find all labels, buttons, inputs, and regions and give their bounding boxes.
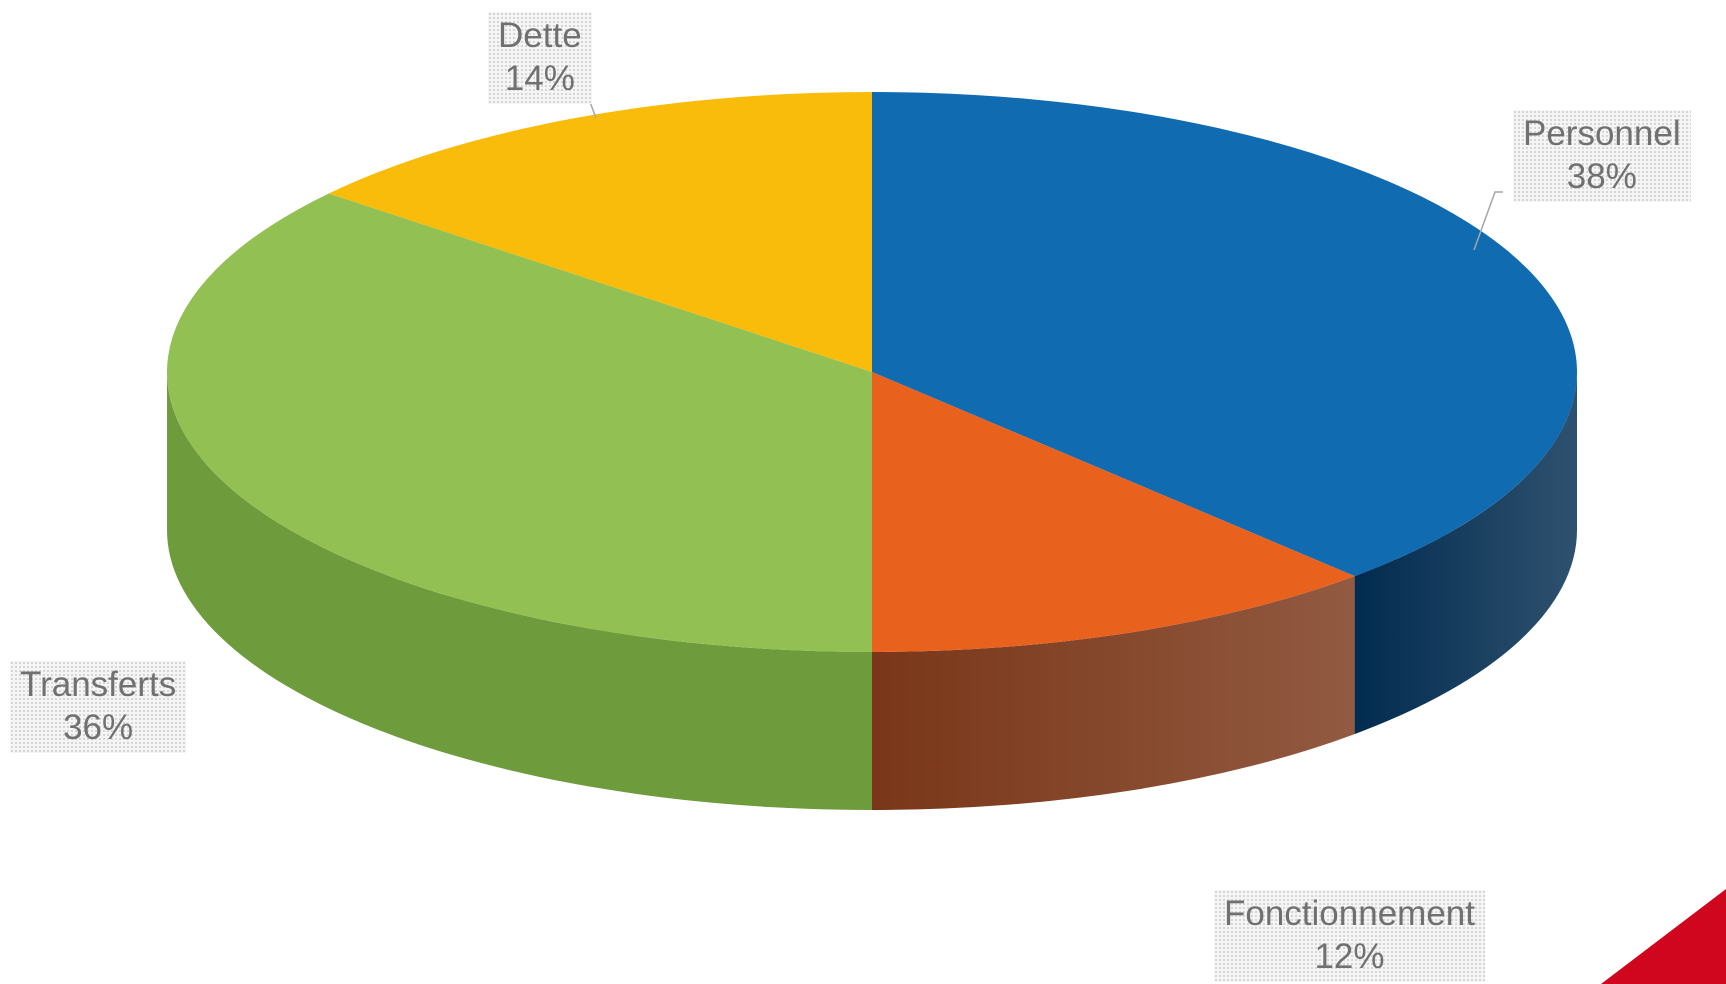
pie-sides [167, 372, 1577, 810]
data-label-value: 36% [63, 708, 134, 747]
slice-fonctionnement [872, 372, 1355, 652]
slice-side-personnel [1354, 372, 1577, 735]
data-label-category: Dette [498, 16, 582, 55]
data-label-value: 12% [1314, 937, 1385, 976]
pie-slices [166, 92, 1577, 652]
data-label-fonctionnement: Fonctionnement 12% [1214, 890, 1485, 982]
data-label-personnel: Personnel 38% [1513, 110, 1691, 202]
data-label-category: Personnel [1523, 114, 1681, 153]
leader-lines [589, 101, 1503, 251]
data-label-dette: Dette 14% [488, 12, 592, 104]
slice-dette [328, 92, 872, 372]
slice-transferts [166, 193, 872, 652]
data-label-category: Fonctionnement [1224, 894, 1475, 933]
leader-line-personnel [1473, 191, 1503, 251]
corner-accent [1601, 889, 1726, 984]
slice-side-transferts [167, 372, 872, 810]
leader-line-dette [589, 101, 597, 119]
data-label-transferts: Transferts 36% [10, 661, 187, 753]
slice-personnel [872, 92, 1577, 577]
slice-side-fonctionnement [872, 576, 1355, 810]
data-label-category: Transferts [20, 665, 177, 704]
data-label-value: 38% [1566, 157, 1637, 196]
data-label-value: 14% [504, 59, 575, 98]
